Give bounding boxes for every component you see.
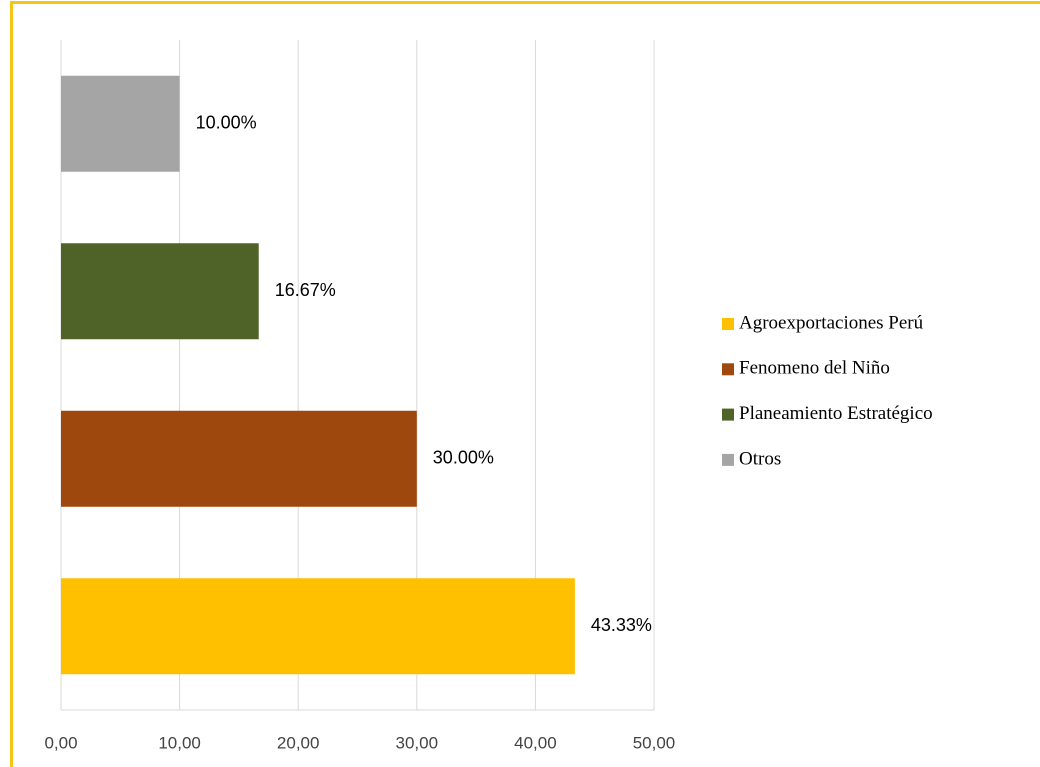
value-label: 30.00%	[433, 448, 494, 468]
bar	[61, 75, 180, 172]
x-tick-label: 0,00	[44, 733, 77, 752]
legend-swatch	[722, 318, 734, 330]
legend-label: Otros	[739, 448, 781, 469]
legend-swatch	[722, 363, 734, 376]
bar	[61, 578, 575, 675]
legend-label: Agroexportaciones Perú	[739, 312, 924, 333]
x-tick-label: 20,00	[277, 733, 320, 752]
x-tick-label: 10,00	[158, 733, 201, 752]
x-tick-label: 30,00	[396, 733, 439, 752]
value-label: 16.67%	[275, 280, 336, 300]
legend-label: Planeamiento Estratégico	[739, 403, 933, 424]
legend-label: Fenomeno del Niño	[739, 358, 890, 379]
bar	[61, 410, 417, 507]
x-tick-label: 50,00	[633, 733, 676, 752]
bar	[61, 243, 259, 340]
value-label: 10.00%	[196, 113, 257, 133]
legend-swatch	[722, 453, 734, 466]
value-label: 43.33%	[591, 615, 652, 635]
legend-swatch	[722, 408, 734, 421]
x-tick-label: 40,00	[514, 733, 557, 752]
